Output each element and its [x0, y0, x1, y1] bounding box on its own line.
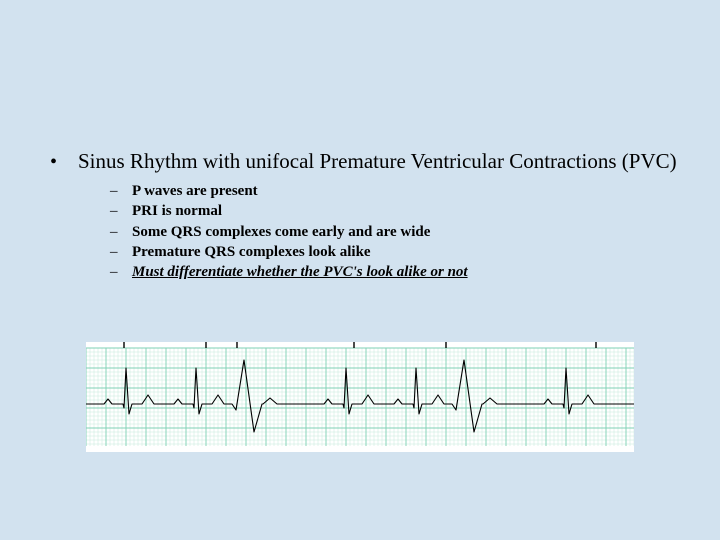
main-bullet: • Sinus Rhythm with unifocal Premature V… [50, 148, 690, 175]
main-title: Sinus Rhythm with unifocal Premature Ven… [78, 148, 690, 174]
sub-text: P waves are present [132, 181, 690, 201]
sub-dash: – [110, 242, 132, 262]
sub-text-emphasized: Must differentiate whether the PVC's loo… [132, 262, 690, 282]
sub-item: – Some QRS complexes come early and are … [110, 222, 690, 242]
bullet-dot: • [50, 148, 78, 175]
sub-dash: – [110, 222, 132, 242]
sub-dash: – [110, 181, 132, 201]
sub-item: – Premature QRS complexes look alike [110, 242, 690, 262]
sub-text: Some QRS complexes come early and are wi… [132, 222, 690, 242]
sub-dash: – [110, 262, 132, 282]
sub-dash: – [110, 201, 132, 221]
sub-item: – Must differentiate whether the PVC's l… [110, 262, 690, 282]
sub-item: – P waves are present [110, 181, 690, 201]
sub-list: – P waves are present – PRI is normal – … [110, 181, 690, 282]
ecg-svg [86, 342, 634, 452]
sub-text: Premature QRS complexes look alike [132, 242, 690, 262]
ecg-strip [86, 342, 634, 452]
slide-content: • Sinus Rhythm with unifocal Premature V… [0, 0, 720, 282]
sub-text: PRI is normal [132, 201, 690, 221]
sub-item: – PRI is normal [110, 201, 690, 221]
